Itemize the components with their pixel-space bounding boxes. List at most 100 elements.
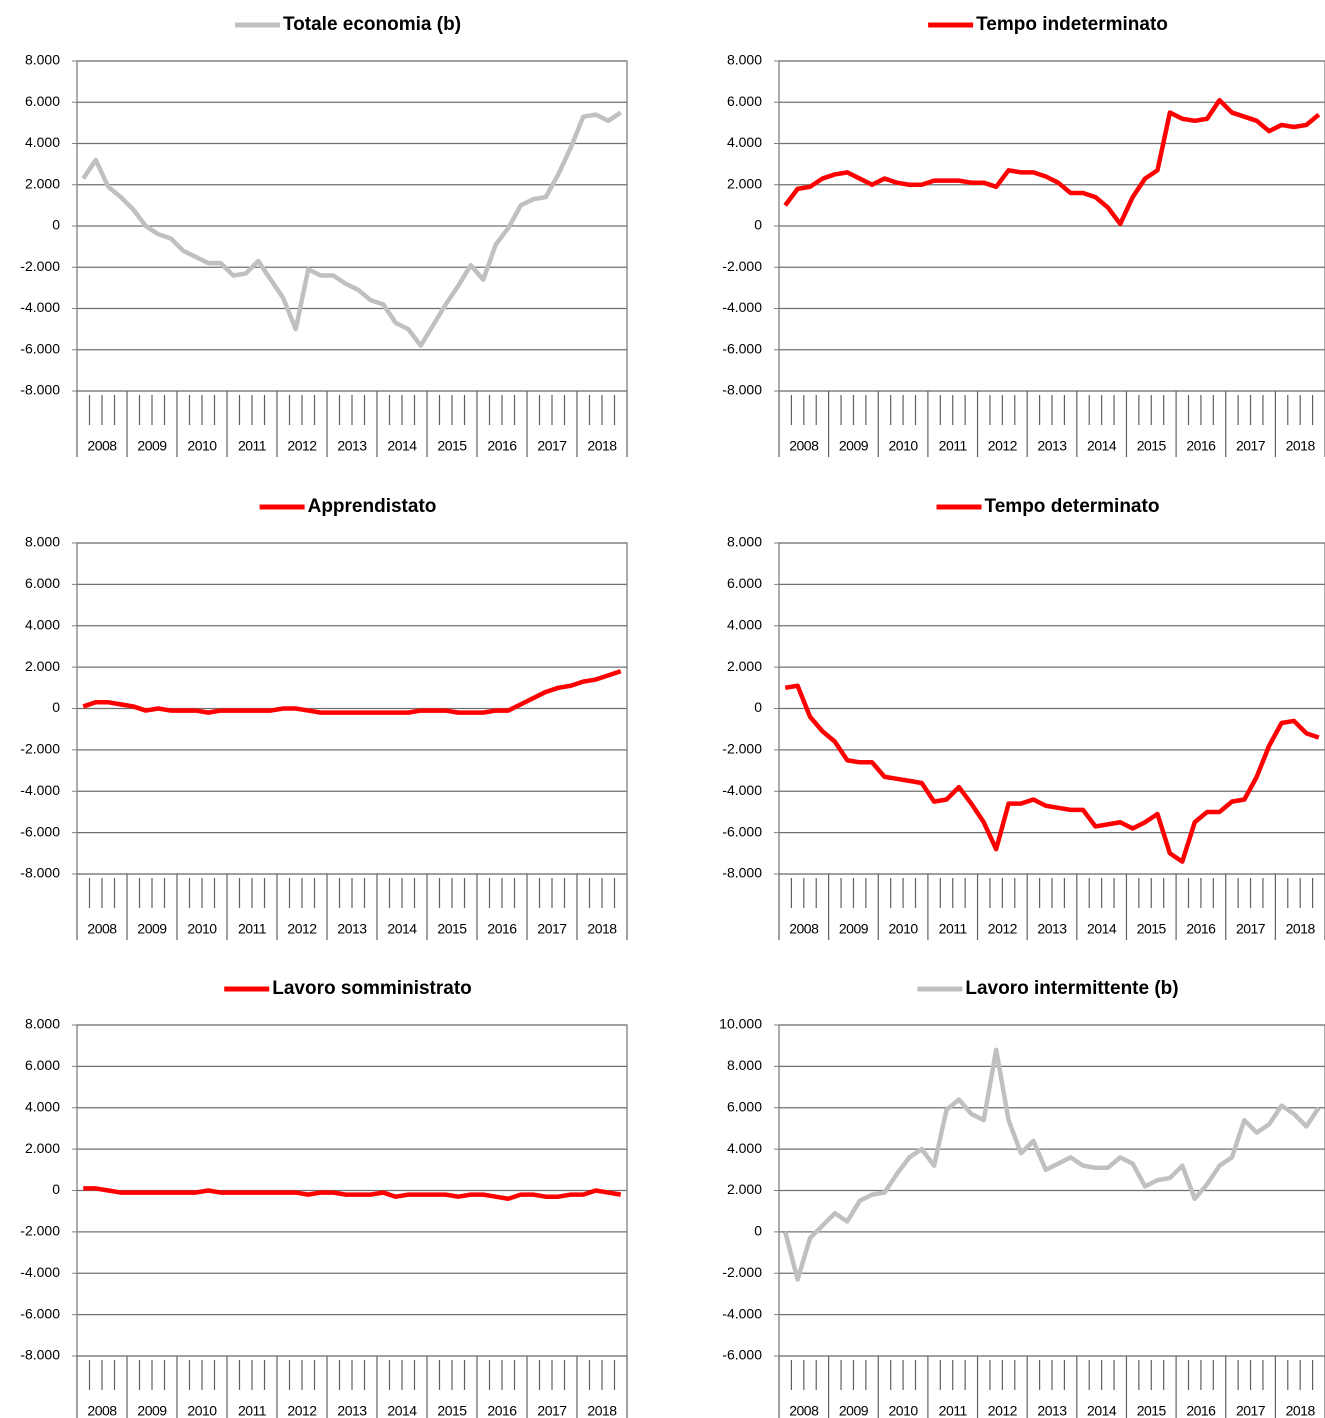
x-group-label: 2016 <box>487 438 517 454</box>
plot-frame <box>76 542 628 875</box>
x-group-label: 2010 <box>187 921 217 937</box>
x-group-label: 2014 <box>387 1403 417 1418</box>
data-line <box>81 110 622 348</box>
legend-label: Lavoro intermittente (b) <box>965 978 1178 999</box>
y-tick-label: 4.000 <box>727 1140 762 1156</box>
x-group-label: 2008 <box>789 921 819 937</box>
y-tick-label: 8.000 <box>727 534 762 550</box>
legend-label: Apprendistato <box>308 496 437 517</box>
plot-frame <box>778 1024 1325 1357</box>
x-group-label: 2016 <box>1186 438 1216 454</box>
x-group-label: 2012 <box>287 921 317 937</box>
chart-panel: -8.000 -6.000 -4.000 -2.000 0 2.000 4.000 6.000… <box>20 496 628 940</box>
legend-label: Tempo determinato <box>985 496 1160 517</box>
x-group-label: 2018 <box>587 438 617 454</box>
y-tick-label: -6.000 <box>722 340 762 356</box>
y-tick-label: 2.000 <box>727 658 762 674</box>
x-group-label: 2013 <box>1037 1403 1067 1418</box>
x-group-label: 2008 <box>87 438 117 454</box>
data-line <box>82 669 622 715</box>
chart-panel: -6.000 -4.000 -2.000 0 2.000 4.000 6.000 8.000 1… <box>719 978 1325 1418</box>
x-group-label: 2015 <box>437 921 467 937</box>
data-line <box>783 97 1321 227</box>
plot-frame <box>76 60 628 392</box>
x-group-label: 2016 <box>1186 1403 1216 1418</box>
y-tick-label: 0 <box>754 217 762 233</box>
y-tick-label: -6.000 <box>20 340 60 356</box>
y-tick-label: 8.000 <box>727 52 762 68</box>
x-group-label: 2018 <box>1286 438 1316 454</box>
chart-panel: -8.000 -6.000 -4.000 -2.000 0 2.000 4.000 6.000… <box>722 14 1325 457</box>
x-group-label: 2014 <box>387 921 417 937</box>
y-tick-label: 0 <box>52 1181 60 1197</box>
y-tick-label: -8.000 <box>722 382 762 398</box>
legend-label: Totale economia (b) <box>283 14 461 35</box>
y-tick-label: 6.000 <box>25 1057 60 1073</box>
y-tick-label: 6.000 <box>727 1098 762 1114</box>
chart-panel: -8.000 -6.000 -4.000 -2.000 0 2.000 4.000 6.000… <box>20 14 628 457</box>
x-group-label: 2010 <box>187 438 217 454</box>
x-group-label: 2009 <box>137 438 167 454</box>
y-tick-label: -4.000 <box>20 299 60 315</box>
chart-panel: -8.000 -6.000 -4.000 -2.000 0 2.000 4.000 6.000… <box>722 496 1325 940</box>
plot-frame <box>76 1024 628 1357</box>
y-tick-label: 0 <box>754 699 762 715</box>
x-group-label: 2014 <box>1087 438 1117 454</box>
y-tick-label: 2.000 <box>25 658 60 674</box>
y-tick-label: -4.000 <box>722 299 762 315</box>
x-group-label: 2008 <box>789 438 819 454</box>
x-group-label: 2009 <box>137 1403 167 1418</box>
y-tick-label: 4.000 <box>25 616 60 632</box>
x-group-label: 2010 <box>889 438 919 454</box>
x-group-label: 2013 <box>337 921 367 937</box>
x-group-label: 2013 <box>1037 921 1067 937</box>
y-tick-label: -8.000 <box>20 1347 60 1363</box>
y-tick-label: -8.000 <box>20 382 60 398</box>
y-tick-label: 4.000 <box>727 134 762 150</box>
data-line <box>784 683 1320 864</box>
x-group-label: 2011 <box>939 438 968 454</box>
x-group-label: 2010 <box>187 1403 217 1418</box>
y-tick-label: 2.000 <box>25 175 60 191</box>
x-group-label: 2012 <box>287 438 317 454</box>
x-group-label: 2008 <box>87 921 117 937</box>
x-group-label: 2016 <box>1186 921 1216 937</box>
y-tick-label: -2.000 <box>20 741 60 757</box>
y-tick-label: 4.000 <box>25 134 60 150</box>
plot-frame <box>778 60 1325 392</box>
x-group-label: 2014 <box>1087 921 1117 937</box>
x-group-label: 2015 <box>1137 438 1167 454</box>
x-group-label: 2017 <box>537 921 567 937</box>
y-tick-label: 6.000 <box>25 93 60 109</box>
y-tick-label: 8.000 <box>25 534 60 550</box>
x-group-label: 2009 <box>839 921 869 937</box>
legend-label: Tempo indeterminato <box>976 14 1168 35</box>
plot-frame <box>778 542 1325 875</box>
x-group-label: 2015 <box>437 438 467 454</box>
x-group-label: 2017 <box>537 1403 567 1418</box>
x-group-label: 2014 <box>387 438 417 454</box>
y-tick-label: 2.000 <box>727 175 762 191</box>
y-tick-label: 4.000 <box>727 616 762 632</box>
y-tick-label: 4.000 <box>25 1098 60 1114</box>
y-tick-label: 6.000 <box>727 93 762 109</box>
x-group-label: 2009 <box>839 1403 869 1418</box>
x-group-label: 2017 <box>1236 1403 1266 1418</box>
y-tick-label: -6.000 <box>20 1305 60 1321</box>
x-group-label: 2017 <box>1236 921 1266 937</box>
y-tick-label: 2.000 <box>727 1181 762 1197</box>
x-group-label: 2012 <box>287 1403 317 1418</box>
y-tick-label: -2.000 <box>20 1223 60 1239</box>
y-tick-label: 8.000 <box>25 52 60 68</box>
x-group-label: 2017 <box>537 438 567 454</box>
chart-panel: -8.000 -6.000 -4.000 -2.000 0 2.000 4.000 6.000… <box>20 978 628 1418</box>
y-tick-label: -4.000 <box>722 782 762 798</box>
y-tick-label: -4.000 <box>20 1264 60 1280</box>
x-group-label: 2013 <box>1037 438 1067 454</box>
x-group-label: 2009 <box>839 438 869 454</box>
x-group-label: 2014 <box>1087 1403 1117 1418</box>
data-line <box>783 1047 1321 1282</box>
y-tick-label: -2.000 <box>20 258 60 274</box>
y-tick-label: 10.000 <box>719 1016 762 1032</box>
